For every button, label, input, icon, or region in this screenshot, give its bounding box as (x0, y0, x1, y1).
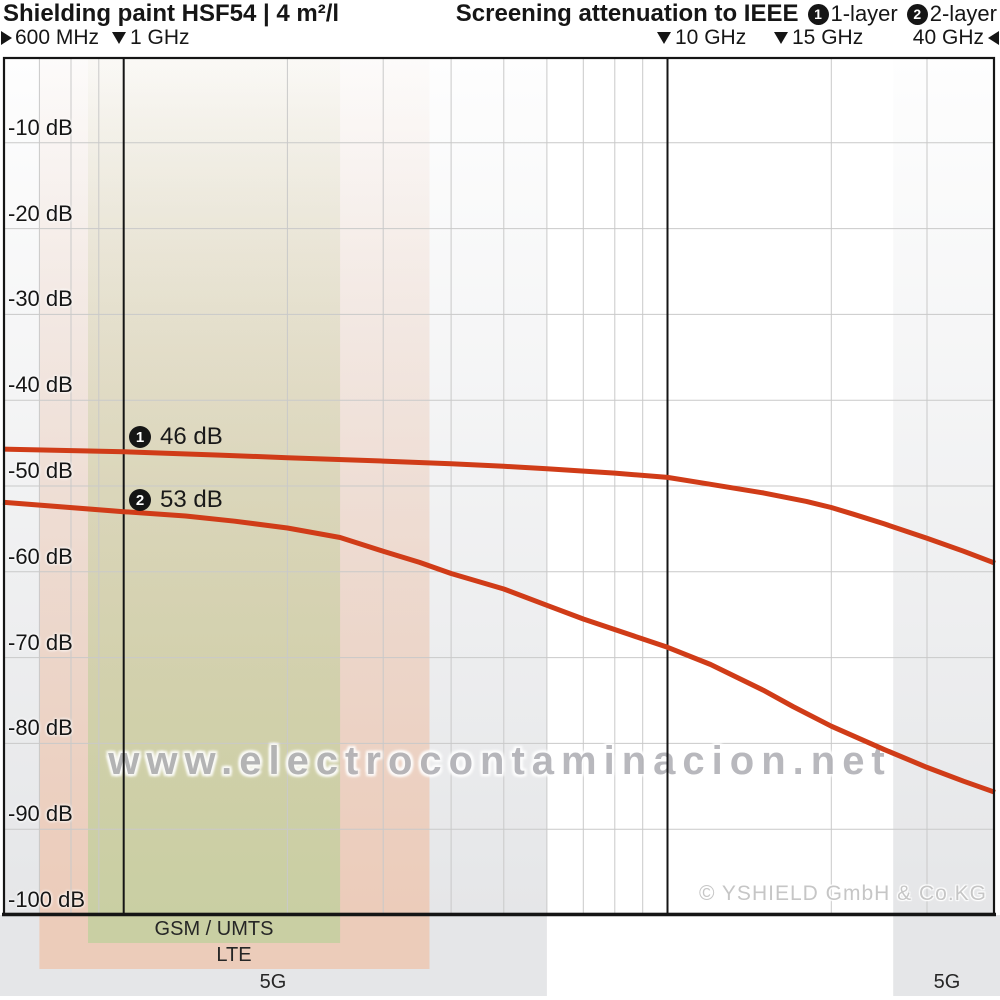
legend-label-2-layer: 2-layer (929, 1, 997, 26)
legend-label-1-layer: 1-layer (830, 1, 898, 26)
freq-marker-label: 1 GHz (130, 26, 190, 49)
legend-item-2-layer: 2 2-layer (906, 1, 997, 27)
circled-1-icon: 1 (807, 3, 829, 25)
triangle-down-icon (657, 32, 671, 44)
freq-marker-1ghz: 1 GHz (112, 26, 190, 50)
triangle-right-icon (1, 31, 12, 45)
legend-item-1-layer: 1 1-layer (807, 1, 898, 27)
freq-marker-10ghz: 10 GHz (657, 26, 746, 50)
watermark-text: www.electrocontaminacion.net (108, 739, 892, 783)
chart-title-right: Screening attenuation to IEEE 1 1-layer … (456, 0, 997, 28)
triangle-down-icon (774, 32, 788, 44)
freq-marker-600mhz: 600 MHz (1, 26, 99, 50)
freq-marker-label: 600 MHz (15, 26, 100, 49)
circled-2-icon: 2 (906, 3, 928, 25)
band-extension (88, 915, 341, 943)
triangle-down-icon (112, 32, 126, 44)
copyright-text: © YSHIELD GmbH & Co.KG (699, 882, 987, 905)
freq-marker-15ghz: 15 GHz (774, 26, 863, 50)
freq-marker-label: 40 GHz (912, 26, 984, 49)
freq-marker-40ghz: 40 GHz (913, 26, 999, 50)
band-extension (893, 915, 1000, 996)
curve-2-layer (2, 499, 996, 795)
chart-title-right-text: Screening attenuation to IEEE (455, 0, 799, 27)
curve-1-layer (2, 446, 996, 566)
freq-marker-label: 10 GHz (675, 26, 747, 49)
frequency-marker-row: 600 MHz 1 GHz 10 GHz 15 GHz 40 GHz (0, 26, 1000, 50)
freq-marker-label: 15 GHz (792, 26, 864, 49)
plot-border (2, 56, 996, 916)
triangle-left-icon (988, 31, 999, 45)
chart-title-left: Shielding paint HSF54 | 4 m²/l (3, 0, 340, 27)
